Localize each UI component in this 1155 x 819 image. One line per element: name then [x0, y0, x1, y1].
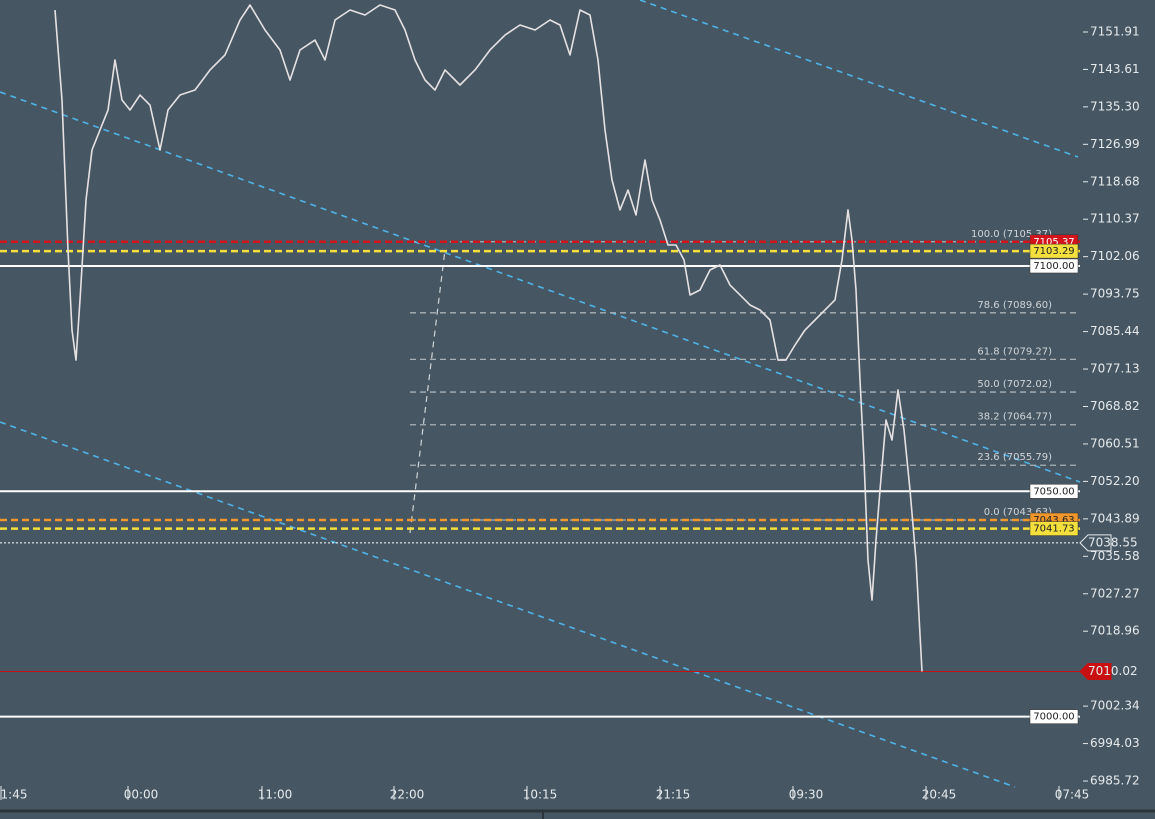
fib-label: 100.0 (7105.37)	[971, 229, 1052, 240]
trend-line	[0, 91, 1081, 483]
y-tick-label: 7102.06	[1090, 249, 1140, 263]
x-tick-label: 22:00	[390, 788, 425, 802]
x-tick-label: 1:45	[1, 788, 28, 802]
level-tag-label: 7100.00	[1033, 261, 1074, 272]
y-tick-label: 7068.82	[1090, 399, 1140, 413]
level-tag-label: 7041.73	[1033, 524, 1074, 535]
level-tag-label: 7103.29	[1033, 246, 1074, 257]
x-tick-label: 07:45	[1055, 788, 1090, 802]
axis-tag-label: 7038.55	[1088, 535, 1138, 549]
x-tick-label: 21:15	[656, 788, 691, 802]
y-tick-label: 7018.96	[1090, 624, 1140, 638]
trend-line	[0, 421, 1016, 788]
y-tick-label: 7027.27	[1090, 586, 1140, 600]
level-tag	[1029, 243, 1079, 259]
fib-label: 38.2 (7064.77)	[977, 412, 1052, 423]
y-tick-label: 7151.91	[1090, 24, 1140, 38]
y-tick-label: 6985.72	[1090, 774, 1140, 788]
y-tick-label: 7060.51	[1090, 436, 1140, 450]
axis-tag	[1079, 534, 1112, 552]
y-tick-label: 7143.61	[1090, 62, 1140, 76]
fib-label: 0.0 (7043.63)	[984, 507, 1052, 518]
y-tick-label: 7085.44	[1090, 324, 1140, 338]
y-tick-label: 7077.13	[1090, 362, 1140, 376]
level-tag	[1029, 484, 1079, 499]
x-tick-label: 20:45	[922, 788, 957, 802]
x-tick-label: 10:15	[523, 788, 558, 802]
x-tick-label: 00:00	[124, 788, 159, 802]
fib-label: 23.6 (7055.79)	[977, 452, 1052, 463]
fib-diagonal	[409, 249, 446, 534]
y-tick-label: 7135.30	[1090, 99, 1140, 113]
level-tag	[1029, 521, 1079, 536]
level-tag-label: 7105.37	[1033, 237, 1074, 248]
y-tick-label: 7093.75	[1090, 287, 1140, 301]
level-tag	[1029, 709, 1079, 724]
level-tag-label: 7050.00	[1033, 486, 1074, 497]
trend-line	[639, 0, 1079, 158]
y-tick-label: 7043.89	[1090, 511, 1140, 525]
axis-tag-label: 7010.02	[1088, 664, 1138, 678]
fib-label: 61.8 (7079.27)	[977, 346, 1052, 357]
fib-label: 78.6 (7089.60)	[977, 300, 1052, 311]
x-tick-label: 09:30	[789, 788, 824, 802]
y-tick-label: 7035.58	[1090, 549, 1140, 563]
level-tag	[1029, 258, 1079, 274]
y-tick-label: 7126.99	[1090, 137, 1140, 151]
level-tag-label: 7043.63	[1033, 515, 1074, 526]
y-tick-label: 7118.68	[1090, 174, 1140, 188]
level-tag-label: 7000.00	[1033, 712, 1074, 723]
y-tick-label: 7110.37	[1090, 212, 1140, 226]
y-tick-label: 6994.03	[1090, 736, 1140, 750]
y-tick-label: 7052.20	[1090, 474, 1140, 488]
fib-label: 50.0 (7072.02)	[977, 379, 1052, 390]
y-tick-label: 7002.34	[1090, 699, 1140, 713]
axis-tag	[1079, 663, 1112, 680]
x-tick-label: 11:00	[258, 788, 293, 802]
price-line	[54, 4, 923, 672]
